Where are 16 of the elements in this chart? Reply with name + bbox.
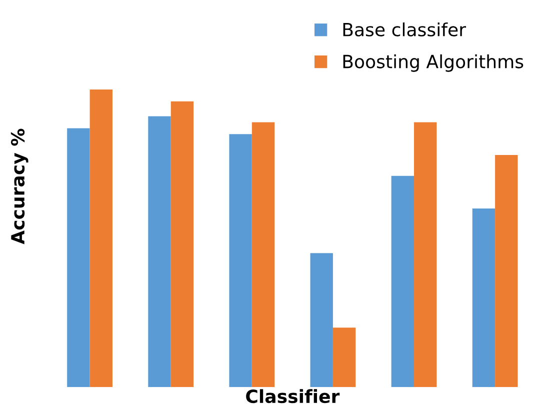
y-axis-title: Accuracy % bbox=[10, 128, 28, 244]
bar bbox=[414, 122, 437, 388]
x-axis-title: Classifier bbox=[246, 389, 340, 404]
bar bbox=[170, 101, 194, 388]
bar bbox=[472, 208, 496, 388]
bar bbox=[391, 176, 414, 388]
bar bbox=[252, 122, 275, 388]
legend-label: Base classifer bbox=[343, 22, 466, 36]
bar bbox=[310, 253, 333, 388]
legend-label: Boosting Algorithms bbox=[343, 54, 524, 72]
bar bbox=[495, 154, 518, 388]
bar bbox=[229, 134, 252, 388]
bar bbox=[67, 128, 90, 388]
bar bbox=[148, 116, 171, 388]
bar bbox=[332, 328, 356, 388]
bar bbox=[90, 90, 112, 388]
